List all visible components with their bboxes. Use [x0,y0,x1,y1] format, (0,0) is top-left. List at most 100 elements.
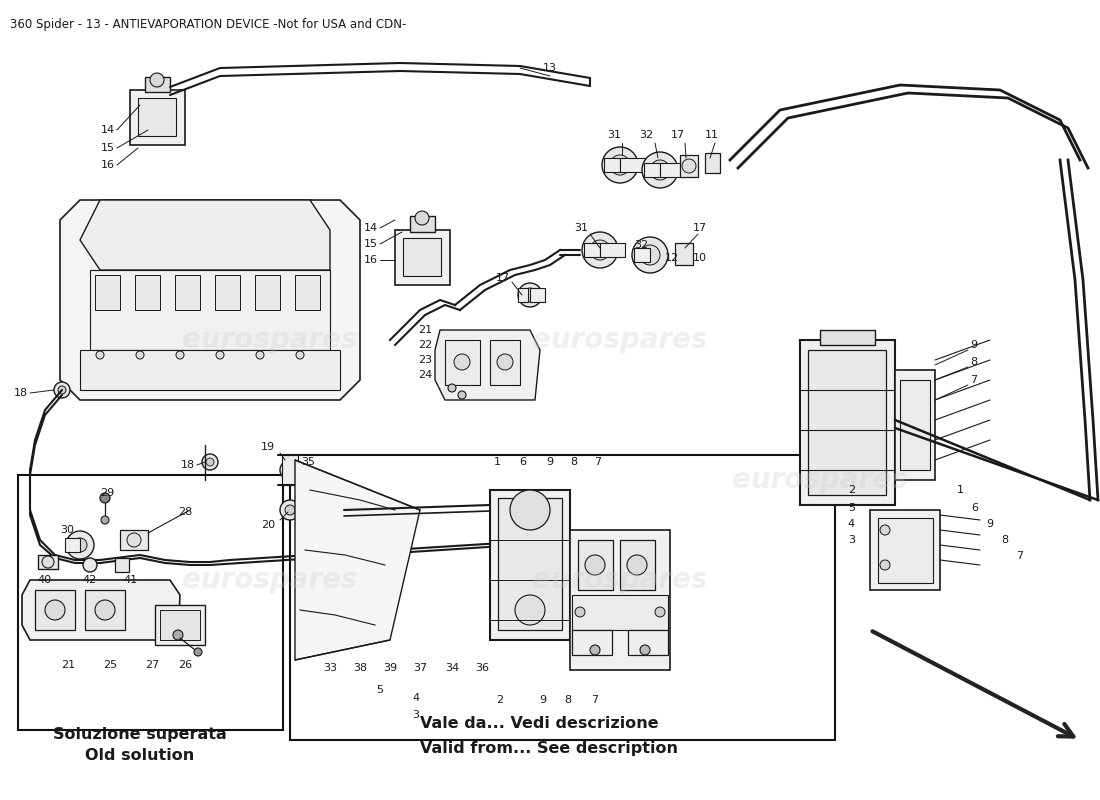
Circle shape [176,351,184,359]
Bar [155,605,205,645]
Circle shape [510,490,550,530]
Text: 9: 9 [539,695,547,705]
Text: 27: 27 [145,660,160,670]
Text: 19: 19 [261,442,275,452]
Circle shape [640,645,650,655]
Text: 4: 4 [848,519,855,529]
Bar [160,610,200,640]
Circle shape [206,458,214,466]
Text: 360 Spider - 13 - ANTIEVAPORATION DEVICE -Not for USA and CDN-: 360 Spider - 13 - ANTIEVAPORATION DEVICE… [10,18,406,31]
Bar [572,595,668,630]
Bar [634,248,650,262]
Bar [490,340,520,385]
Circle shape [173,630,183,640]
Text: 9: 9 [547,457,553,467]
Bar [578,540,613,590]
Bar [316,503,330,517]
Bar [35,590,75,630]
Bar [900,380,930,470]
Text: 25: 25 [103,660,117,670]
Circle shape [96,351,104,359]
Bar [403,238,441,276]
Circle shape [518,283,542,307]
Text: 21: 21 [418,325,432,335]
Circle shape [640,245,660,265]
Text: 21: 21 [60,660,75,670]
Text: eurospares: eurospares [183,326,358,354]
Circle shape [642,152,678,188]
Text: 39: 39 [383,663,397,673]
Text: 41: 41 [123,575,138,585]
Circle shape [582,232,618,268]
Text: 7: 7 [970,375,977,385]
Bar [90,270,330,350]
Bar [878,518,933,583]
Circle shape [100,493,110,503]
Text: 32: 32 [639,130,653,140]
Text: 24: 24 [418,370,432,380]
Circle shape [448,384,456,392]
Circle shape [73,538,87,552]
Text: 16: 16 [364,255,378,265]
Bar [498,498,562,630]
Bar [290,455,835,740]
Circle shape [590,240,610,260]
Text: 22: 22 [418,340,432,350]
Bar [675,243,693,265]
Bar [705,153,720,173]
Text: 3: 3 [412,710,419,720]
Text: 26: 26 [178,660,192,670]
Circle shape [515,595,544,625]
Circle shape [256,351,264,359]
Text: 8: 8 [1001,535,1009,545]
Circle shape [54,382,70,398]
Text: 31: 31 [574,223,589,233]
Bar [895,370,935,480]
Text: 2: 2 [848,485,855,495]
Bar [255,275,280,310]
Circle shape [42,556,54,568]
Text: 36: 36 [475,663,490,673]
Text: 42: 42 [82,575,97,585]
Circle shape [216,351,224,359]
Text: eurospares: eurospares [532,566,707,594]
Text: eurospares: eurospares [532,326,707,354]
Bar [680,155,698,177]
Text: Valid from... See description: Valid from... See description [420,741,678,755]
Bar [584,243,600,257]
Bar [800,340,895,505]
Bar [65,538,80,552]
Text: 14: 14 [101,125,116,135]
Circle shape [415,211,429,225]
Polygon shape [60,200,360,400]
Circle shape [880,525,890,535]
Text: 7: 7 [1016,551,1024,561]
Circle shape [66,531,94,559]
Text: 2: 2 [496,695,504,705]
Text: 17: 17 [496,273,510,283]
Circle shape [296,351,304,359]
Circle shape [126,533,141,547]
Circle shape [650,160,670,180]
Text: 29: 29 [100,488,114,498]
Bar [628,630,668,655]
Circle shape [497,354,513,370]
Text: 18: 18 [14,388,28,398]
Circle shape [280,500,300,520]
Circle shape [610,155,630,175]
Bar [116,558,129,572]
Text: 6: 6 [971,503,979,513]
Text: 8: 8 [571,457,578,467]
Text: 1: 1 [494,457,501,467]
Circle shape [602,147,638,183]
Text: 33: 33 [323,663,337,673]
Circle shape [285,505,295,515]
Text: eurospares: eurospares [183,566,358,594]
Bar [395,230,450,285]
Text: 15: 15 [364,239,378,249]
Circle shape [194,648,202,656]
Text: 8: 8 [564,695,572,705]
Text: 7: 7 [592,695,598,705]
Circle shape [280,460,300,480]
Text: 35: 35 [301,457,315,467]
